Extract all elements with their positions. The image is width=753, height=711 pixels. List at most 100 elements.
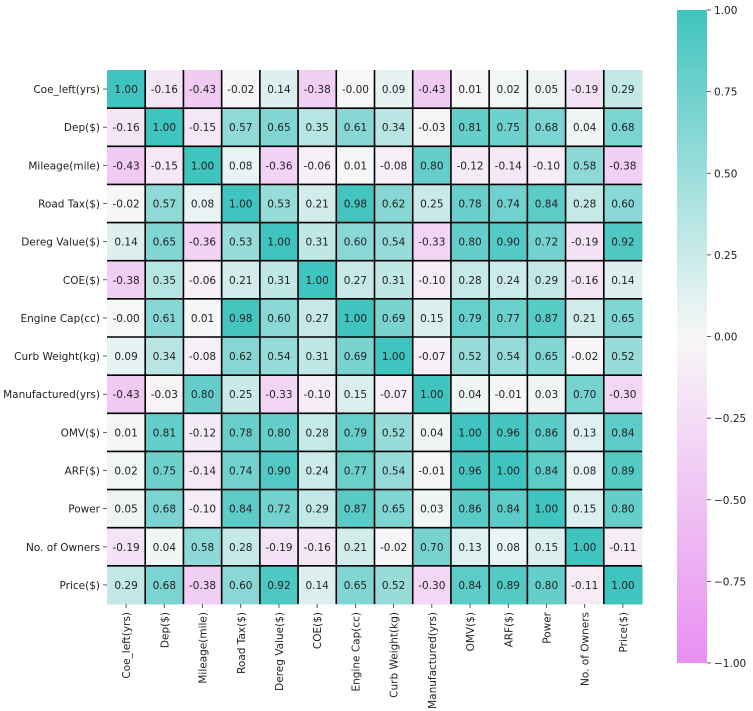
cell-value-label: -0.19 (113, 542, 140, 554)
heatmap-cell (145, 489, 184, 529)
cell-value-label: -0.43 (113, 389, 140, 401)
cell-value-label: -0.43 (189, 84, 216, 96)
cell-value-label: 0.14 (114, 237, 138, 249)
cell-value-label: -0.10 (418, 275, 445, 287)
cell-value-label: 0.84 (535, 466, 559, 478)
heatmap-grid (107, 70, 642, 604)
heatmap-cell (603, 108, 643, 147)
heatmap-cell (374, 375, 414, 414)
heatmap-cell (145, 375, 184, 414)
cell-value-label: 0.52 (458, 351, 481, 363)
row-tick-label: ARF($) (65, 466, 100, 478)
cell-value-label: 0.79 (344, 427, 367, 439)
heatmap-cell (336, 108, 375, 147)
heatmap-cell (145, 146, 184, 185)
heatmap-cell (221, 260, 261, 300)
heatmap-cell (450, 413, 490, 452)
heatmap-cell (450, 260, 490, 300)
cell-value-label: 0.52 (382, 427, 405, 439)
cell-value-label: 0.79 (458, 313, 481, 325)
column-tick-label: Dep($) (159, 612, 171, 648)
colorbar-tick-label: −0.75 (714, 576, 746, 588)
cell-value-label: 0.34 (382, 122, 406, 134)
heatmap-cell (489, 375, 528, 414)
cell-value-label: 0.65 (382, 504, 405, 516)
heatmap-cell (527, 260, 567, 300)
heatmap-cell (489, 260, 528, 300)
cell-value-label: 0.80 (191, 389, 214, 401)
cell-value-label: -0.01 (495, 389, 522, 401)
cell-value-label: 0.92 (611, 237, 634, 249)
cell-value-label: 1.00 (305, 275, 328, 287)
heatmap-cell (183, 184, 223, 224)
cell-value-label: 0.24 (497, 275, 521, 287)
heatmap-cell (107, 184, 146, 224)
cell-value-label: -0.19 (571, 84, 598, 96)
cell-value-label: 0.02 (114, 466, 137, 478)
heatmap-cell (450, 451, 490, 491)
cell-value-label: 0.21 (344, 542, 367, 554)
cell-value-label: -0.00 (113, 313, 140, 325)
cell-value-label: 0.25 (420, 199, 443, 211)
cell-value-label: 1.00 (458, 427, 481, 439)
cell-value-label: 0.60 (611, 199, 634, 211)
heatmap-cell (412, 337, 452, 376)
heatmap-cell (527, 337, 567, 376)
cell-value-label: -0.01 (418, 466, 445, 478)
cell-value-label: 0.74 (497, 199, 521, 211)
cell-value-label: 0.92 (267, 580, 290, 592)
heatmap-cell (107, 565, 146, 605)
heatmap-cell (374, 108, 414, 147)
row-tick-label: Dep($) (64, 122, 100, 134)
cell-value-label: 0.52 (611, 351, 634, 363)
heatmap-cell (259, 184, 299, 224)
heatmap-cell (221, 337, 261, 376)
heatmap-cell (259, 298, 299, 338)
cell-value-label: -0.02 (227, 84, 254, 96)
heatmap-cell (565, 70, 605, 109)
cell-value-label: -0.00 (342, 84, 369, 96)
heatmap-cell (565, 337, 605, 376)
cell-value-label: -0.15 (189, 122, 216, 134)
heatmap-cell (259, 565, 299, 605)
cell-value-label: 1.00 (344, 313, 367, 325)
heatmap-cell (489, 489, 528, 529)
cell-value-label: 0.02 (497, 84, 520, 96)
heatmap-cell (259, 337, 299, 376)
cell-value-label: 0.29 (611, 84, 634, 96)
heatmap-cell (450, 70, 490, 109)
column-tick-label: Curb Weight(kg) (389, 612, 401, 698)
colorbar-tick-label: 0.75 (714, 87, 737, 99)
heatmap-cell (527, 222, 567, 262)
cell-value-label: 0.28 (229, 542, 252, 554)
cell-value-label: 0.80 (267, 427, 290, 439)
cell-value-label: -0.43 (418, 84, 445, 96)
cell-value-label: 0.21 (229, 275, 252, 287)
column-tick-label: ARF($) (503, 612, 515, 647)
heatmap-cell (374, 565, 414, 605)
cell-value-label: -0.38 (304, 84, 331, 96)
heatmap-cell (107, 337, 146, 376)
cell-value-label: 0.72 (267, 504, 290, 516)
heatmap-cell (183, 298, 223, 338)
cell-value-label: 0.84 (611, 427, 635, 439)
heatmap-cell (565, 146, 605, 185)
cell-value-label: 0.87 (344, 504, 367, 516)
cell-value-label: 0.84 (497, 504, 521, 516)
cell-value-label: -0.07 (418, 351, 445, 363)
cell-value-label: 0.09 (114, 351, 137, 363)
colorbar-tick-label: 0.00 (714, 332, 737, 344)
row-tick-label: OMV($) (61, 427, 100, 439)
heatmap-cell (259, 451, 299, 491)
cell-value-label: 0.09 (382, 84, 405, 96)
column-tick-label: No. of Owners (580, 612, 592, 686)
cell-value-label: 1.00 (535, 504, 558, 516)
cell-value-label: 0.31 (382, 275, 405, 287)
heatmap-cell (183, 108, 223, 147)
heatmap-cell (527, 565, 567, 605)
colorbar-gradient (677, 10, 707, 663)
cell-value-label: 0.96 (458, 466, 482, 478)
heatmap-cell (298, 108, 337, 147)
heatmap-cell (107, 413, 146, 452)
cell-value-label: 1.00 (267, 237, 290, 249)
